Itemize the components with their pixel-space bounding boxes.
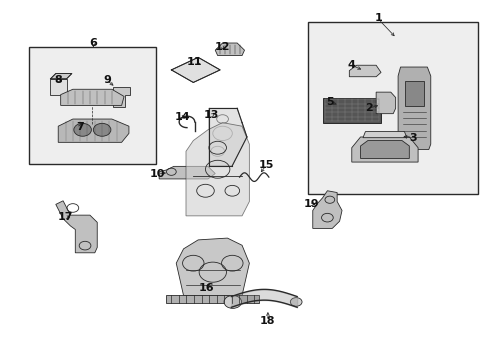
Polygon shape (176, 238, 249, 296)
Polygon shape (215, 43, 244, 55)
Text: 14: 14 (174, 112, 189, 122)
Text: 16: 16 (198, 283, 214, 293)
Text: 3: 3 (408, 133, 416, 143)
Polygon shape (58, 119, 129, 142)
Text: 5: 5 (325, 97, 333, 107)
Polygon shape (171, 57, 220, 82)
Polygon shape (397, 67, 430, 149)
Polygon shape (312, 191, 341, 228)
Text: 7: 7 (76, 122, 83, 132)
Circle shape (93, 123, 111, 136)
Text: 19: 19 (304, 199, 319, 210)
Polygon shape (348, 65, 380, 77)
Polygon shape (360, 140, 408, 158)
Bar (307, 22, 477, 194)
Text: 18: 18 (260, 316, 275, 325)
Bar (29, 47, 156, 164)
Polygon shape (375, 92, 395, 114)
Text: 1: 1 (374, 13, 382, 23)
Polygon shape (185, 123, 249, 216)
Text: 9: 9 (103, 75, 111, 85)
Text: 11: 11 (186, 57, 202, 67)
Text: 10: 10 (150, 168, 165, 179)
Text: 2: 2 (364, 103, 372, 113)
Polygon shape (113, 87, 130, 107)
Text: 8: 8 (54, 75, 62, 85)
Circle shape (290, 298, 302, 306)
Polygon shape (208, 108, 246, 166)
Polygon shape (50, 73, 72, 79)
Polygon shape (50, 79, 66, 95)
Polygon shape (405, 81, 423, 107)
Polygon shape (61, 89, 124, 105)
Polygon shape (56, 201, 97, 253)
Text: 12: 12 (214, 42, 230, 52)
Text: 17: 17 (57, 212, 73, 221)
Text: 15: 15 (258, 160, 274, 170)
Text: 6: 6 (89, 38, 97, 48)
Polygon shape (362, 132, 406, 138)
Circle shape (74, 123, 91, 136)
Text: 4: 4 (347, 60, 355, 70)
Polygon shape (351, 137, 417, 162)
Polygon shape (159, 166, 215, 179)
Polygon shape (166, 296, 259, 303)
Text: 13: 13 (203, 111, 219, 121)
Polygon shape (322, 98, 380, 123)
Circle shape (224, 296, 241, 309)
